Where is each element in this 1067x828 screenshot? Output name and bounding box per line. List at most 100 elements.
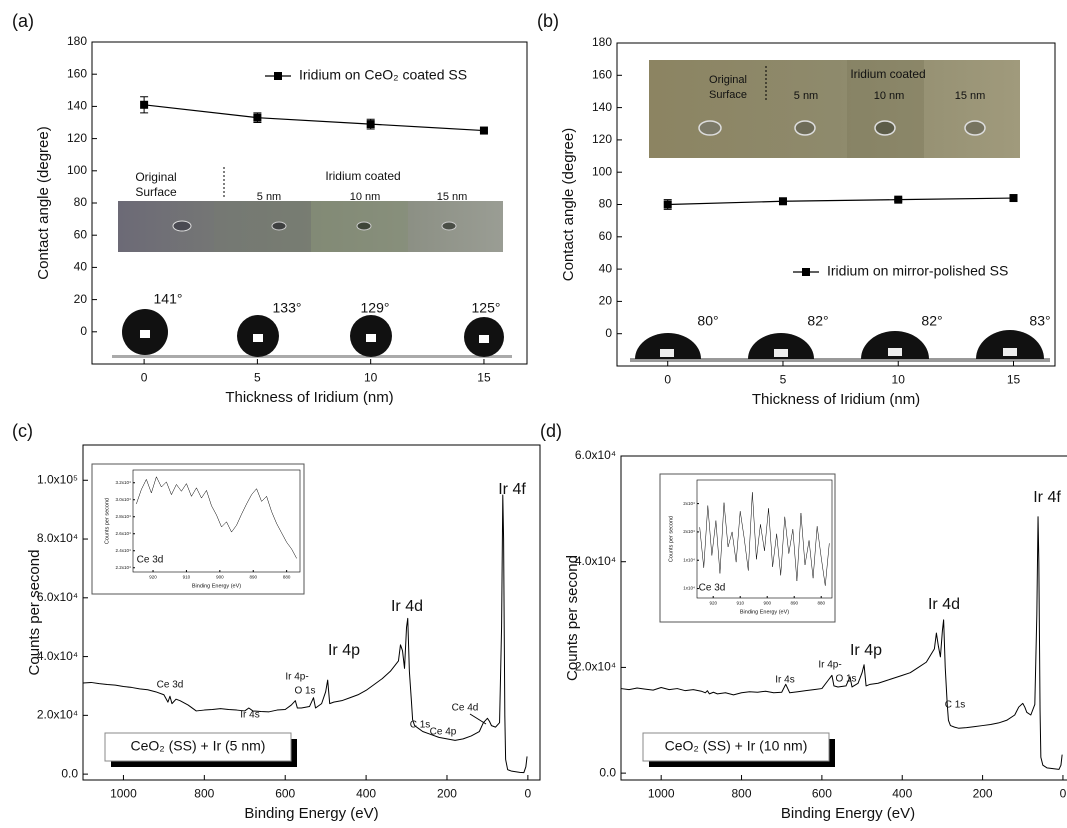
legend-label: CeO₂ (SS) + Ir (10 nm) xyxy=(665,738,808,754)
x-tick-label: 880 xyxy=(817,600,825,605)
y-tick-label: 180 xyxy=(592,35,612,49)
x-tick-label: 900 xyxy=(216,574,224,579)
y-tick-label: 8.0x10⁴ xyxy=(37,531,78,545)
y-tick-label: 6.0x10⁴ xyxy=(37,590,78,604)
data-line xyxy=(82,494,528,774)
x-tick-label: 0 xyxy=(141,371,148,385)
data-point xyxy=(663,200,672,209)
y-axis-label: Contact angle (degree) xyxy=(560,128,577,281)
data-line xyxy=(144,104,484,132)
y-axis-label: Counts per second xyxy=(668,516,674,562)
y-tick-label: 3.2x10⁴ xyxy=(116,480,132,485)
y-tick-label: 120 xyxy=(67,131,87,145)
y-tick-label: 0 xyxy=(80,324,87,338)
legend-marker xyxy=(274,72,282,80)
y-tick-label: 40 xyxy=(599,261,613,275)
x-tick-label: 920 xyxy=(149,574,157,579)
y-tick-label: 2.8x10⁴ xyxy=(116,514,132,519)
annotation: Original xyxy=(135,170,176,184)
annotation: Ce 3d xyxy=(137,555,164,566)
annotation: Ce 4p xyxy=(430,727,457,738)
annotation: Ir 4f xyxy=(498,481,526,498)
x-tick-label: 400 xyxy=(892,787,912,801)
annotation: 141° xyxy=(154,291,183,307)
y-axis-label: Counts per second xyxy=(104,498,110,544)
annotation: C 1s xyxy=(945,700,966,711)
legend-label: Iridium on mirror-polished SS xyxy=(827,263,1008,279)
x-tick-label: 1000 xyxy=(110,787,137,801)
data-point xyxy=(140,100,149,109)
x-tick-label: 5 xyxy=(254,371,261,385)
y-tick-label: 40 xyxy=(74,260,88,274)
annotation: Iridium coated xyxy=(850,67,925,81)
y-tick-label: 140 xyxy=(67,99,87,113)
y-tick-label: 140 xyxy=(592,100,612,114)
y-tick-label: 180 xyxy=(67,34,87,48)
data-point xyxy=(479,126,488,135)
y-tick-label: 1x10⁴ xyxy=(683,586,695,591)
inset-frame xyxy=(91,463,305,595)
annotation: 5 nm xyxy=(257,191,281,203)
y-tick-label: 2.0x10⁴ xyxy=(37,708,78,722)
droplet-images xyxy=(112,309,512,358)
legend-box xyxy=(642,732,830,762)
x-tick-label: 15 xyxy=(1007,373,1021,387)
y-tick-label: 2x10⁴ xyxy=(683,529,695,534)
x-tick-label: 10 xyxy=(892,373,906,387)
y-tick-label: 3.0x10⁴ xyxy=(116,497,132,502)
annotation: Surface xyxy=(135,185,177,199)
x-tick-label: 910 xyxy=(736,600,744,605)
x-tick-label: 1000 xyxy=(648,787,675,801)
x-axis-label: Binding Energy (eV) xyxy=(244,805,378,822)
x-tick-label: 880 xyxy=(283,574,291,579)
y-axis-label: Counts per second xyxy=(26,550,43,676)
y-tick-label: 6.0x10⁴ xyxy=(575,448,616,462)
annotation: Ir 4p xyxy=(850,642,882,659)
x-tick-label: 0 xyxy=(664,373,671,387)
x-tick-label: 910 xyxy=(183,574,191,579)
y-tick-label: 1x10⁴ xyxy=(683,557,695,562)
panel-label: (c) xyxy=(12,421,33,441)
sample-photo xyxy=(118,167,503,252)
annotation: 80° xyxy=(697,313,718,329)
y-tick-label: 80 xyxy=(599,197,613,211)
y-axis-label: Contact angle (degree) xyxy=(35,126,52,279)
panel-label: (b) xyxy=(537,11,559,31)
plot-frame xyxy=(132,469,301,573)
y-tick-label: 0 xyxy=(605,326,612,340)
annotation: O 1s xyxy=(835,674,856,685)
annotation: 129° xyxy=(361,300,390,316)
y-tick-label: 120 xyxy=(592,132,612,146)
y-tick-label: 100 xyxy=(67,163,87,177)
y-tick-label: 0.0 xyxy=(61,766,78,780)
annotation: Original xyxy=(709,74,747,86)
x-tick-label: 920 xyxy=(709,600,717,605)
annotation: O 1s xyxy=(294,686,315,697)
x-tick-label: 890 xyxy=(249,574,257,579)
legend-marker xyxy=(802,268,810,276)
annotation: Surface xyxy=(709,89,747,101)
x-axis-label: Thickness of Iridium (nm) xyxy=(225,389,393,406)
panel-label: (a) xyxy=(12,11,34,31)
data-point xyxy=(778,197,787,206)
x-tick-label: 400 xyxy=(356,787,376,801)
y-tick-label: 2.4x10⁴ xyxy=(116,548,132,553)
y-tick-label: 20 xyxy=(74,292,88,306)
annotation: 5 nm xyxy=(794,90,818,102)
annotation: Ir 4s xyxy=(240,710,259,721)
x-tick-label: 0 xyxy=(1060,787,1067,801)
y-tick-label: 160 xyxy=(67,66,87,80)
y-tick-label: 20 xyxy=(599,294,613,308)
y-tick-label: 80 xyxy=(74,195,88,209)
annotation: Ir 4s xyxy=(775,675,794,686)
annotation: 82° xyxy=(807,313,828,329)
data-point xyxy=(894,195,903,204)
y-tick-label: 2.6x10⁴ xyxy=(116,531,132,536)
plot-frame xyxy=(620,455,1067,781)
x-tick-label: 890 xyxy=(790,600,798,605)
x-tick-label: 15 xyxy=(477,371,491,385)
x-axis-label: Thickness of Iridium (nm) xyxy=(752,391,920,408)
annotation: Ce 3d xyxy=(699,583,726,594)
x-tick-label: 800 xyxy=(194,787,214,801)
